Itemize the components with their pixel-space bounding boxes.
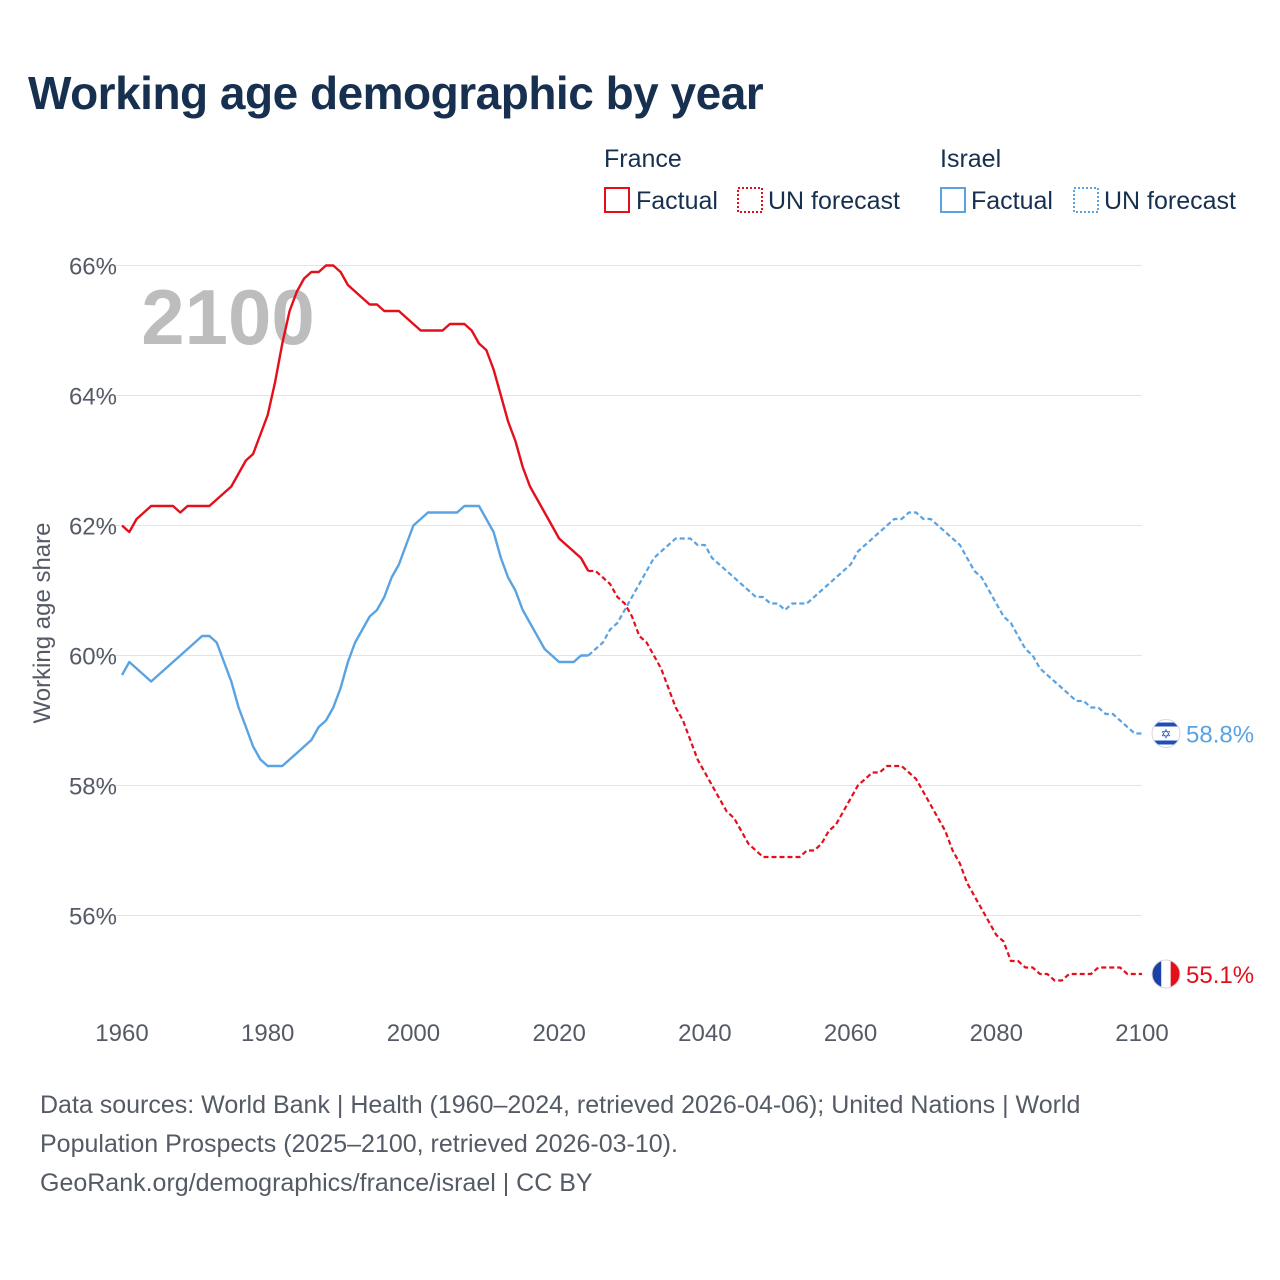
x-tick-label: 2080 (970, 1020, 1023, 1047)
france-flag-icon (1151, 959, 1181, 989)
legend-france-title: France (604, 145, 682, 173)
x-tick-label: 2020 (532, 1020, 585, 1047)
legend-france-forecast-label[interactable]: UN forecast (768, 187, 900, 215)
line-chart: 2100 56% 58% 60% 62% 64% 66% 1960 1980 2000 2020… (29, 145, 1254, 1047)
x-tick-label: 2100 (1115, 1020, 1168, 1047)
sources-line-2: Population Prospects (2025–2100, retriev… (40, 1130, 678, 1158)
legend-israel-factual-swatch[interactable] (940, 187, 966, 213)
chart-title: Working age demographic by year (28, 67, 764, 119)
grid-lines (95, 265, 1142, 916)
attribution-link[interactable]: GeoRank.org/demographics/france/israel |… (40, 1169, 593, 1197)
series-lines (120, 264, 1142, 982)
france-end-value-label: 55.1% (1186, 962, 1254, 989)
legend-israel-title: Israel (940, 145, 1001, 173)
year-watermark: 2100 (141, 273, 315, 361)
x-tick-label: 2040 (678, 1020, 731, 1047)
y-tick-label: 56% (69, 904, 117, 931)
israel-forecast-line[interactable] (587, 511, 1142, 735)
israel-flag-icon: ✡ (1151, 719, 1181, 748)
legend-israel-forecast-label[interactable]: UN forecast (1104, 187, 1236, 215)
y-tick-label: 66% (69, 254, 117, 281)
y-tick-label: 58% (69, 774, 117, 801)
y-axis-ticks: 56% 58% 60% 62% 64% 66% (69, 254, 117, 931)
legend: France Factual UN forecast Israel Factua… (604, 145, 1236, 215)
y-tick-label: 60% (69, 644, 117, 671)
svg-text:✡: ✡ (1161, 728, 1172, 743)
france-factual-line[interactable] (121, 264, 590, 572)
x-tick-label: 2060 (824, 1020, 877, 1047)
data-sources: Data sources: World Bank | Health (1960–… (40, 1086, 1220, 1203)
legend-israel-factual-label[interactable]: Factual (971, 187, 1053, 215)
france-forecast-line[interactable] (588, 569, 1142, 982)
israel-factual-line[interactable] (120, 504, 589, 768)
x-tick-label: 1960 (95, 1020, 148, 1047)
y-axis-label: Working age share (29, 523, 56, 724)
y-tick-label: 64% (69, 384, 117, 411)
legend-france-forecast-swatch[interactable] (737, 187, 763, 213)
x-tick-label: 1980 (241, 1020, 294, 1047)
legend-israel-forecast-swatch[interactable] (1073, 187, 1099, 213)
legend-france-factual-swatch[interactable] (604, 187, 630, 213)
x-axis-ticks: 1960 1980 2000 2020 2040 2060 2080 2100 (95, 1020, 1168, 1047)
legend-france-factual-label[interactable]: Factual (636, 187, 718, 215)
y-tick-label: 62% (69, 514, 117, 541)
end-markers: 55.1% ✡ 58.8% (1151, 719, 1254, 989)
israel-end-value-label: 58.8% (1186, 722, 1254, 749)
sources-line-1: Data sources: World Bank | Health (1960–… (40, 1091, 1081, 1119)
x-tick-label: 2000 (387, 1020, 440, 1047)
